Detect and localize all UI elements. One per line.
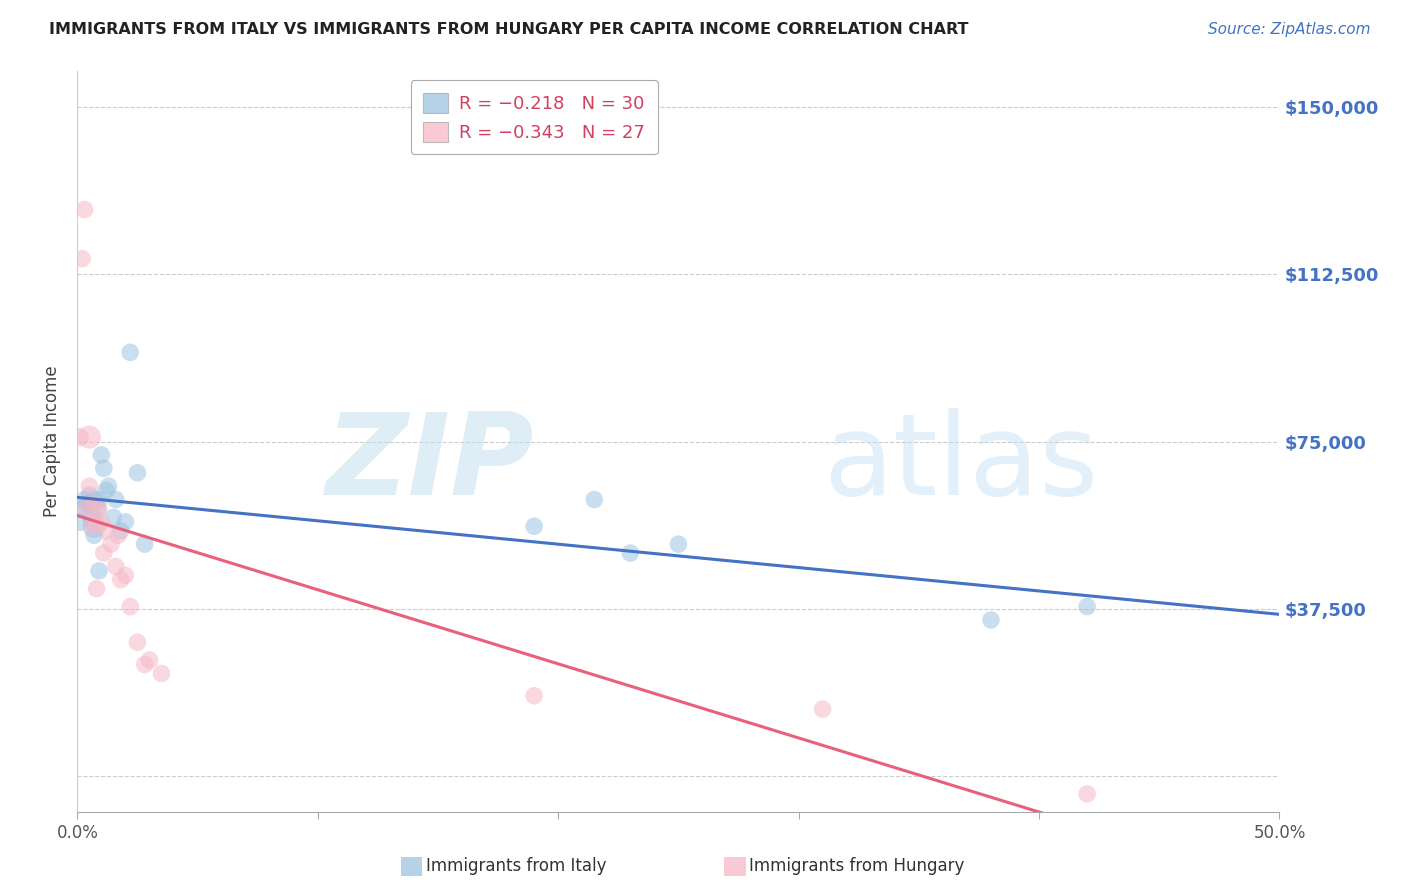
Text: Immigrants from Hungary: Immigrants from Hungary [749, 857, 965, 875]
Point [980, 613, 1002, 627]
Point [76, 497, 98, 511]
Point [86, 515, 108, 529]
Text: atlas: atlas [823, 409, 1098, 519]
Point [86, 501, 108, 516]
Point [87, 492, 110, 507]
Point [127, 635, 149, 649]
Text: Source: ZipAtlas.com: Source: ZipAtlas.com [1208, 22, 1371, 37]
Point [90, 448, 112, 462]
Point [120, 599, 142, 614]
Point [668, 537, 690, 551]
Point [107, 528, 129, 542]
Point [87, 564, 110, 578]
Point [134, 537, 156, 551]
Bar [401, 856, 422, 876]
Point [1076, 599, 1098, 614]
Point [93, 546, 115, 560]
Point [79, 479, 101, 493]
Point [110, 524, 132, 538]
Point [80, 510, 103, 524]
Point [80, 497, 103, 511]
Point [104, 492, 127, 507]
Y-axis label: Per Capita Income: Per Capita Income [44, 366, 62, 517]
Point [69, 515, 91, 529]
Point [90, 515, 112, 529]
Point [86, 582, 108, 596]
Point [80, 519, 103, 533]
Point [138, 653, 160, 667]
Point [87, 501, 110, 516]
Point [583, 492, 606, 507]
Point [83, 528, 105, 542]
Point [73, 202, 96, 217]
Point [73, 492, 96, 507]
Point [114, 515, 136, 529]
Text: Immigrants from Italy: Immigrants from Italy [426, 857, 606, 875]
Point [79, 488, 101, 502]
Point [523, 689, 546, 703]
Point [811, 702, 834, 716]
Point [619, 546, 641, 560]
Point [76, 501, 98, 516]
Point [100, 537, 122, 551]
Point [523, 519, 546, 533]
Point [120, 345, 142, 359]
Point [70, 501, 93, 516]
Point [83, 492, 105, 507]
Point [96, 524, 118, 538]
Point [96, 483, 118, 498]
Point [103, 510, 125, 524]
Point [134, 657, 156, 672]
Legend: R = −0.218   N = 30, R = −0.343   N = 27: R = −0.218 N = 30, R = −0.343 N = 27 [411, 80, 658, 154]
Point [93, 461, 115, 475]
Text: IMMIGRANTS FROM ITALY VS IMMIGRANTS FROM HUNGARY PER CAPITA INCOME CORRELATION C: IMMIGRANTS FROM ITALY VS IMMIGRANTS FROM… [49, 22, 969, 37]
Point [79, 430, 101, 444]
Point [104, 559, 127, 574]
Point [127, 466, 149, 480]
Point [110, 573, 132, 587]
Point [97, 479, 120, 493]
Text: ZIP: ZIP [326, 409, 534, 519]
Point [69, 430, 91, 444]
Point [70, 252, 93, 266]
Bar [724, 856, 745, 876]
Point [1076, 787, 1098, 801]
Point [150, 666, 173, 681]
Point [83, 497, 105, 511]
Point [114, 568, 136, 582]
Point [83, 519, 105, 533]
